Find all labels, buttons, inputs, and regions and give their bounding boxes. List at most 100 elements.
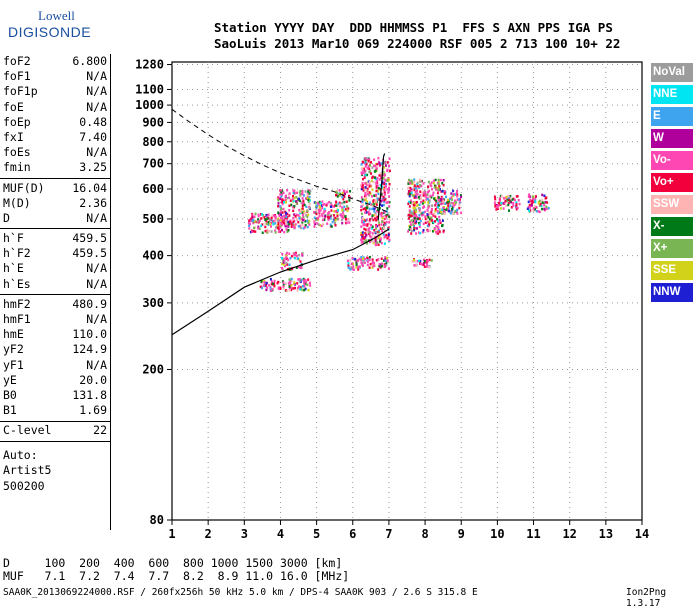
echo-point [426, 197, 429, 201]
echo-point [388, 221, 391, 224]
auto-label: Auto: [3, 447, 38, 462]
echo-point [387, 191, 390, 194]
echo-point [293, 282, 296, 285]
echo-point [307, 213, 310, 216]
echo-point [451, 207, 453, 211]
echo-point [283, 214, 286, 218]
echo-point [278, 214, 281, 218]
echo-point [504, 199, 507, 203]
echo-point [292, 220, 295, 223]
echo-point [541, 201, 544, 204]
echo-point [288, 285, 291, 288]
param-row: fxI 7.40 [0, 130, 110, 145]
echo-point [326, 222, 329, 225]
echo-point [419, 210, 422, 214]
echo-point [415, 196, 418, 199]
echo-point [298, 217, 301, 220]
echo-point [303, 283, 306, 286]
echo-point [410, 219, 413, 222]
echo-point [364, 258, 366, 261]
echo-point [516, 206, 519, 210]
echo-point [447, 207, 450, 211]
echo-point [415, 208, 417, 212]
echo-point [382, 177, 385, 180]
echo-point [515, 204, 518, 207]
echo-point [360, 238, 363, 242]
echo-point [432, 191, 435, 194]
echo-point [370, 179, 373, 183]
echo-point [303, 203, 306, 207]
echo-point [499, 207, 502, 210]
echo-point [378, 198, 381, 201]
echo-point [280, 193, 283, 196]
echo-point [383, 226, 385, 229]
echo-point [277, 197, 280, 200]
echo-point [374, 164, 377, 168]
echo-point [433, 197, 436, 200]
x-tick-label: 1 [168, 527, 175, 541]
echo-point [419, 231, 422, 235]
echo-point [507, 203, 510, 207]
echo-point [434, 196, 437, 200]
echo-point [383, 166, 386, 169]
echo-point [437, 219, 440, 223]
echo-point [306, 196, 309, 200]
echo-point [380, 162, 383, 165]
echo-point [437, 196, 440, 199]
echo-point [452, 204, 455, 208]
echo-point [538, 204, 541, 207]
echo-point [282, 261, 285, 264]
echo-point [510, 206, 513, 209]
echo-point [299, 218, 302, 222]
echo-point [432, 230, 434, 233]
legend-item-e: E [651, 107, 693, 126]
echo-point [297, 225, 300, 228]
echo-point [422, 262, 425, 265]
echo-point [502, 202, 505, 205]
echo-point [431, 188, 434, 191]
echo-point [508, 198, 511, 202]
echo-point [502, 207, 505, 210]
x-tick-label: 6 [349, 527, 356, 541]
echo-point [427, 215, 430, 219]
echo-point [375, 199, 377, 202]
echo-point [424, 191, 427, 194]
echo-point [277, 205, 280, 208]
echo-point [292, 209, 295, 213]
param-row: h`Es N/A [0, 277, 110, 292]
echo-point [322, 211, 325, 215]
echo-point [376, 241, 379, 244]
echo-point [318, 214, 321, 218]
echo-point [377, 187, 380, 190]
echo-point [256, 220, 259, 223]
echo-point [380, 223, 383, 226]
echo-point [383, 263, 386, 266]
echo-point [261, 217, 264, 220]
param-row: foEp 0.48 [0, 115, 110, 130]
echo-point [301, 202, 304, 205]
echo-point [456, 198, 459, 201]
echo-point [422, 222, 425, 226]
echo-point [361, 216, 364, 220]
echo-point [293, 204, 296, 208]
echo-point [379, 163, 382, 166]
echo-point [277, 221, 280, 224]
echo-point [306, 219, 309, 223]
echo-point [547, 206, 550, 210]
echo-point [260, 213, 262, 216]
echo-point [438, 204, 440, 207]
echo-point [360, 208, 363, 212]
echo-point [374, 217, 377, 220]
echo-point [436, 218, 438, 221]
echo-point [388, 238, 391, 241]
echo-point [375, 217, 378, 220]
echo-point [280, 191, 283, 194]
echo-point [299, 286, 302, 289]
echo-point [545, 196, 548, 199]
echo-point [374, 213, 377, 217]
param-name: yF1 [3, 357, 24, 372]
y-tick-label: 1280 [135, 58, 164, 72]
echo-point [407, 186, 410, 189]
echo-point [363, 176, 366, 179]
echo-point [282, 281, 285, 284]
